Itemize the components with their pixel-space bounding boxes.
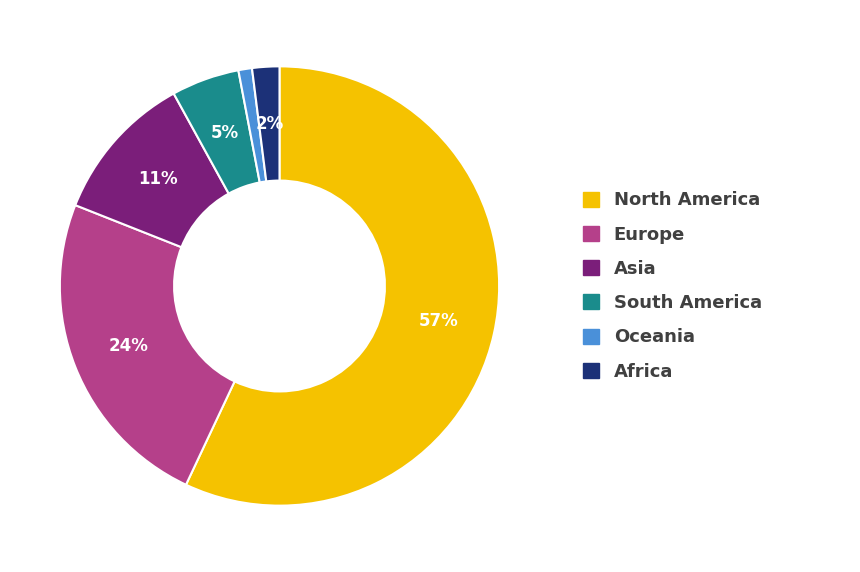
Wedge shape — [174, 70, 260, 193]
Wedge shape — [186, 66, 499, 506]
Legend: North America, Europe, Asia, South America, Oceania, Africa: North America, Europe, Asia, South Ameri… — [574, 182, 771, 390]
Text: 57%: 57% — [418, 312, 458, 331]
Wedge shape — [60, 205, 235, 484]
Text: 11%: 11% — [138, 169, 177, 188]
Wedge shape — [252, 66, 280, 181]
Wedge shape — [238, 68, 267, 182]
Text: 5%: 5% — [211, 124, 238, 142]
Wedge shape — [76, 93, 229, 247]
Text: 24%: 24% — [108, 337, 148, 355]
Text: 2%: 2% — [255, 115, 284, 133]
